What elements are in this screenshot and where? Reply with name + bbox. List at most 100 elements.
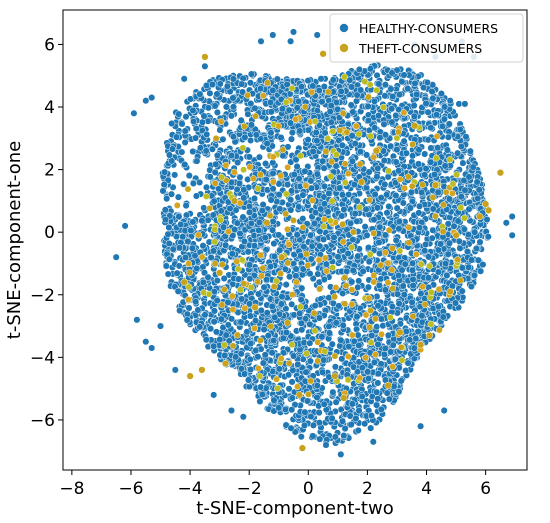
healthy-point xyxy=(413,90,421,99)
healthy-point xyxy=(207,325,215,333)
healthy-point xyxy=(418,318,426,326)
healthy-point xyxy=(176,307,184,315)
healthy-point xyxy=(348,157,356,165)
healthy-point xyxy=(468,256,476,264)
healthy-point xyxy=(339,321,347,329)
healthy-point xyxy=(347,421,355,429)
healthy-point xyxy=(290,171,298,179)
healthy-point xyxy=(203,130,211,138)
healthy-point xyxy=(407,188,416,196)
healthy-point xyxy=(370,358,378,366)
healthy-point xyxy=(371,124,379,132)
healthy-point xyxy=(219,135,227,143)
healthy-point xyxy=(202,336,210,344)
healthy-point xyxy=(454,149,462,157)
healthy-point xyxy=(189,218,197,226)
healthy-point xyxy=(240,370,249,378)
healthy-point xyxy=(359,267,367,275)
healthy-point xyxy=(278,293,286,301)
healthy-point xyxy=(353,313,361,321)
healthy-point xyxy=(133,316,141,324)
healthy-point xyxy=(227,406,236,415)
healthy-point xyxy=(275,404,283,412)
healthy-point xyxy=(256,85,265,93)
healthy-point xyxy=(246,312,254,320)
healthy-point xyxy=(320,400,328,408)
healthy-point xyxy=(338,355,346,363)
healthy-point xyxy=(216,80,224,88)
healthy-point xyxy=(269,226,277,234)
healthy-point xyxy=(477,267,485,275)
healthy-point xyxy=(351,210,359,218)
healthy-point xyxy=(159,187,167,195)
healthy-point xyxy=(245,153,253,161)
healthy-point xyxy=(276,246,284,254)
healthy-point xyxy=(351,140,359,148)
healthy-point xyxy=(456,125,464,134)
healthy-point xyxy=(385,202,393,211)
healthy-point xyxy=(267,196,275,204)
healthy-point xyxy=(400,71,408,79)
healthy-point xyxy=(284,181,292,189)
healthy-point xyxy=(414,160,423,168)
healthy-point xyxy=(414,328,422,336)
healthy-point xyxy=(434,268,442,276)
healthy-point xyxy=(207,253,215,262)
healthy-point xyxy=(406,204,414,212)
healthy-point xyxy=(424,108,432,116)
healthy-point xyxy=(392,236,400,244)
healthy-point xyxy=(345,343,353,351)
healthy-point xyxy=(293,162,301,171)
healthy-point xyxy=(445,120,453,128)
healthy-point xyxy=(247,365,255,374)
healthy-point xyxy=(212,328,220,336)
healthy-point xyxy=(267,108,275,116)
healthy-point xyxy=(443,271,451,280)
healthy-point xyxy=(454,217,462,225)
healthy-point xyxy=(332,398,340,406)
healthy-point xyxy=(307,255,315,263)
healthy-point xyxy=(434,246,442,254)
healthy-point xyxy=(421,171,429,179)
healthy-point xyxy=(307,177,315,185)
healthy-point xyxy=(434,303,443,311)
healthy-point xyxy=(395,300,403,308)
healthy-point xyxy=(364,116,373,125)
healthy-point xyxy=(458,264,466,272)
healthy-point xyxy=(171,171,179,179)
healthy-point xyxy=(349,266,357,274)
healthy-point xyxy=(165,239,173,248)
healthy-point xyxy=(348,83,356,91)
healthy-point xyxy=(389,341,397,349)
healthy-point xyxy=(402,327,410,335)
healthy-point xyxy=(356,148,364,156)
healthy-point xyxy=(318,368,327,376)
healthy-point xyxy=(404,359,412,367)
healthy-point xyxy=(212,160,220,168)
healthy-point xyxy=(464,231,473,239)
healthy-point xyxy=(388,105,396,113)
healthy-point xyxy=(398,78,406,86)
healthy-point xyxy=(161,168,169,176)
healthy-point xyxy=(246,275,254,283)
healthy-point xyxy=(298,284,306,292)
healthy-point xyxy=(148,94,156,102)
healthy-point xyxy=(296,127,304,135)
healthy-point xyxy=(263,309,271,317)
healthy-point xyxy=(235,179,243,187)
healthy-point xyxy=(315,409,323,417)
healthy-point xyxy=(228,315,236,323)
healthy-point xyxy=(373,323,381,331)
healthy-point xyxy=(366,65,375,73)
healthy-point xyxy=(210,318,218,326)
healthy-point xyxy=(247,340,255,348)
healthy-point xyxy=(317,75,325,83)
healthy-point xyxy=(374,164,382,172)
healthy-point xyxy=(325,189,333,197)
healthy-point xyxy=(461,100,469,108)
healthy-point xyxy=(357,86,365,94)
healthy-point xyxy=(270,396,278,404)
healthy-point xyxy=(320,275,328,284)
healthy-point xyxy=(295,97,303,105)
healthy-point xyxy=(299,191,307,199)
